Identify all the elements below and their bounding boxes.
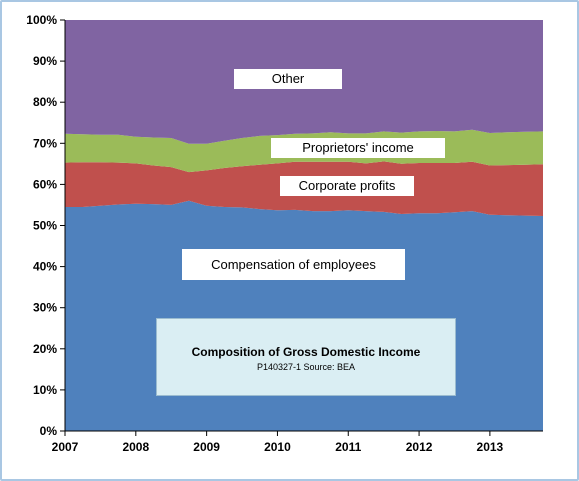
series-label-proprietors-income: Proprietors' income — [271, 138, 445, 158]
y-tick-label: 40% — [33, 260, 57, 274]
x-tick-label: 2010 — [264, 440, 291, 454]
x-tick-label: 2007 — [52, 440, 79, 454]
chart-subtitle: P140327-1 Source: BEA — [256, 362, 356, 372]
y-tick-label: 100% — [26, 13, 57, 27]
series-label-other: Other — [234, 69, 342, 89]
x-tick-label: 2013 — [477, 440, 504, 454]
y-tick-label: 60% — [33, 177, 57, 191]
axes-layer: 0% 10% 20% 30% 40% 50% 60% 70% 80% 90% 100% 2007 200… — [26, 13, 543, 454]
chart-title: Composition of Gross Domestic Income — [191, 345, 421, 359]
y-tick-label: 70% — [33, 136, 57, 150]
area-compensation-of-employees — [65, 200, 543, 431]
x-tick-label: 2011 — [335, 440, 361, 454]
y-tick-label: 0% — [40, 424, 58, 438]
chart-title-box: Composition of Gross Domestic Income P14… — [156, 318, 456, 396]
x-tick-label: 2009 — [193, 440, 220, 454]
x-tick-label: 2012 — [406, 440, 433, 454]
series-label-corporate-profits: Corporate profits — [280, 176, 414, 196]
y-tick-label: 50% — [33, 219, 57, 233]
x-tick-label: 2008 — [122, 440, 149, 454]
y-tick-label: 30% — [33, 301, 57, 315]
y-tick-label: 20% — [33, 342, 57, 356]
series-label-compensation: Compensation of employees — [182, 249, 405, 280]
y-tick-label: 10% — [33, 383, 57, 397]
y-tick-label: 80% — [33, 95, 57, 109]
y-tick-label: 90% — [33, 54, 57, 68]
